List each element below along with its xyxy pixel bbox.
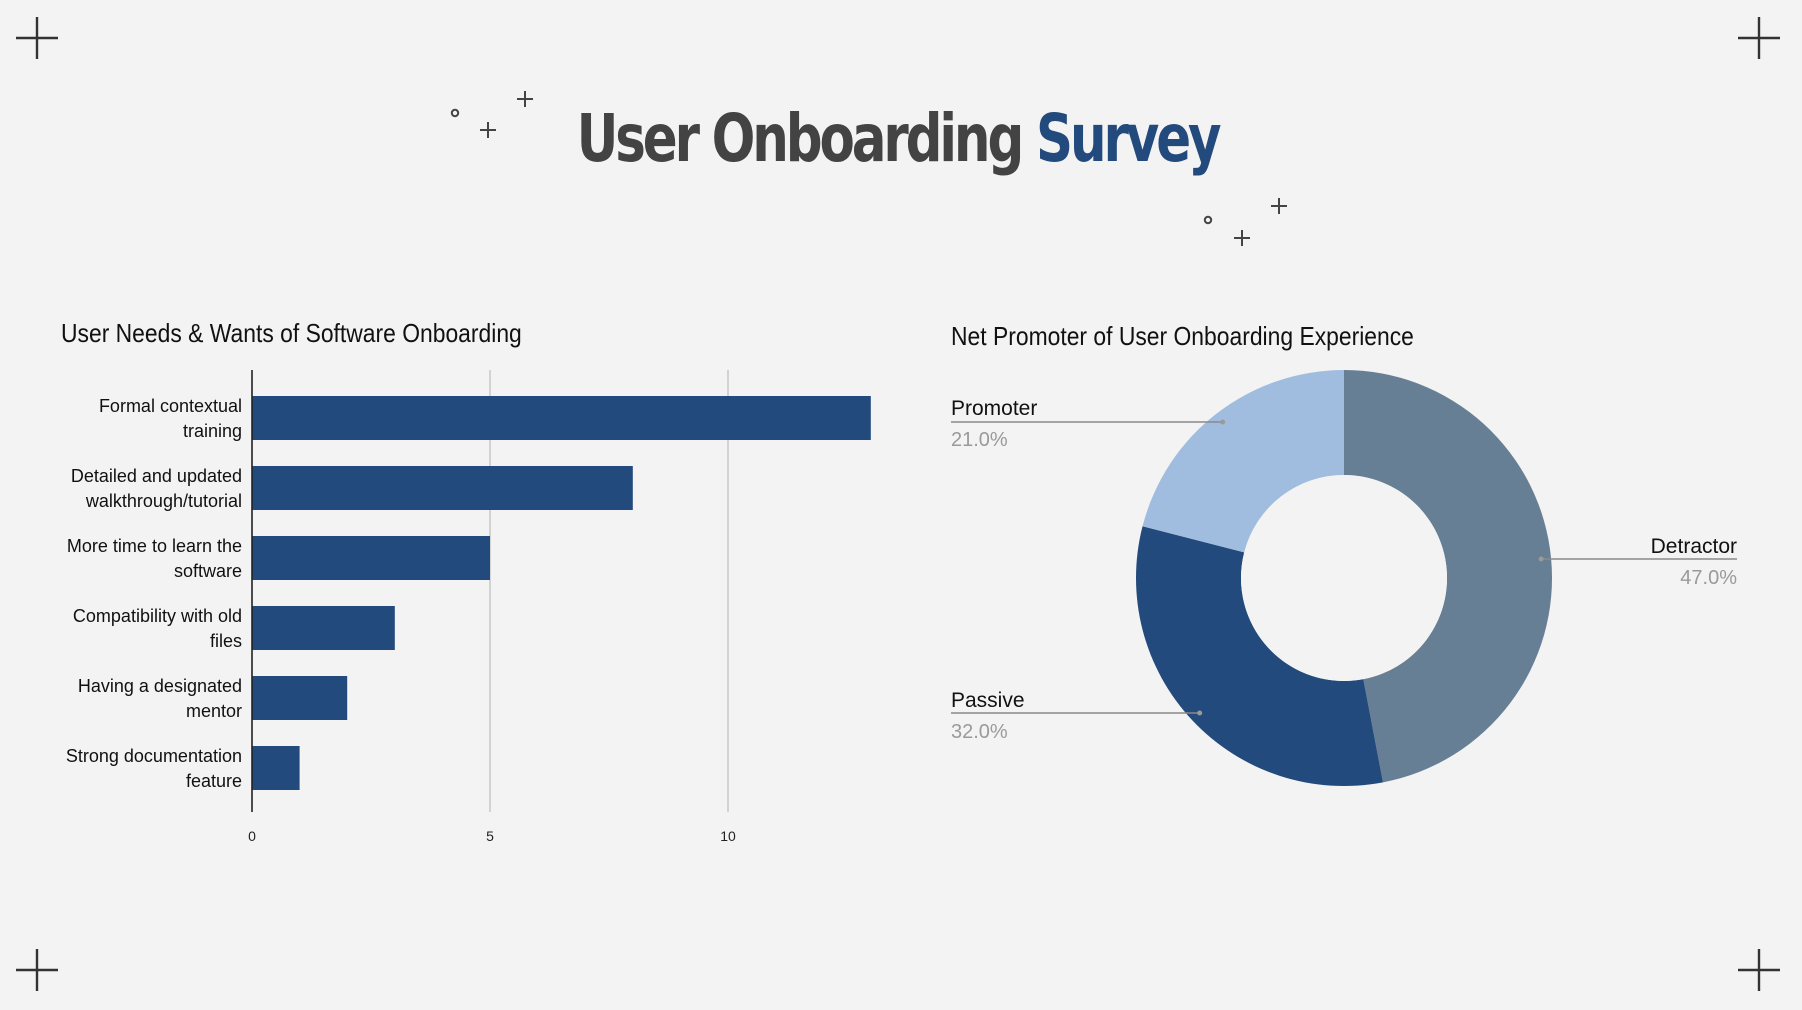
leader-dot [1197,710,1203,716]
slice-percent: 21.0% [951,429,1008,451]
sparkle-dot-2 [1203,215,1213,225]
bar-chart-title: User Needs & Wants of Software Onboardin… [61,318,522,348]
donut-chart-title: Net Promoter of User Onboarding Experien… [951,321,1414,351]
x-tick-label: 0 [248,828,256,844]
corner-plus-bottom-left [16,949,58,991]
bar [252,466,633,510]
corner-plus-top-right [1738,17,1780,59]
title-accent: Survey [1035,100,1222,177]
page-title: User Onboarding Survey [197,100,1597,177]
slice-percent: 32.0% [951,721,1008,743]
corner-plus-bottom-right [1738,949,1780,991]
slice-detractor [1344,370,1552,783]
slice-label: Passive [951,689,1025,712]
sparkle-plus-4 [1271,198,1287,214]
x-tick-label: 5 [486,828,494,844]
bar [252,606,395,650]
sparkle-plus-2 [517,91,533,107]
category-label: Having a designated mentor [78,676,242,721]
slice-label: Detractor [1651,535,1737,558]
leader-dot [1220,419,1226,425]
category-label: Strong documentation feature [66,746,242,791]
category-label: Compatibility with old files [73,606,242,651]
category-label: More time to learn the software [67,536,242,581]
title-main: User Onboarding [576,100,1025,177]
slice-promoter [1142,370,1344,553]
corner-plus-top-left [16,17,58,59]
slice-label: Promoter [951,397,1037,420]
slice-passive [1136,526,1383,786]
leader-dot [1538,556,1544,562]
slice-percent: 47.0% [1680,567,1737,589]
category-label: Detailed and updated walkthrough/tutorial [71,466,242,511]
x-tick-label: 10 [720,828,736,844]
bar [252,676,348,720]
bar [252,396,871,440]
donut-hole [1241,475,1447,681]
bar [252,536,490,580]
bar [252,746,300,790]
sparkle-dot-1 [450,108,460,118]
sparkle-plus-3 [1234,230,1250,246]
category-label: Formal contextual training [99,396,242,441]
sparkle-plus-1 [480,122,496,138]
